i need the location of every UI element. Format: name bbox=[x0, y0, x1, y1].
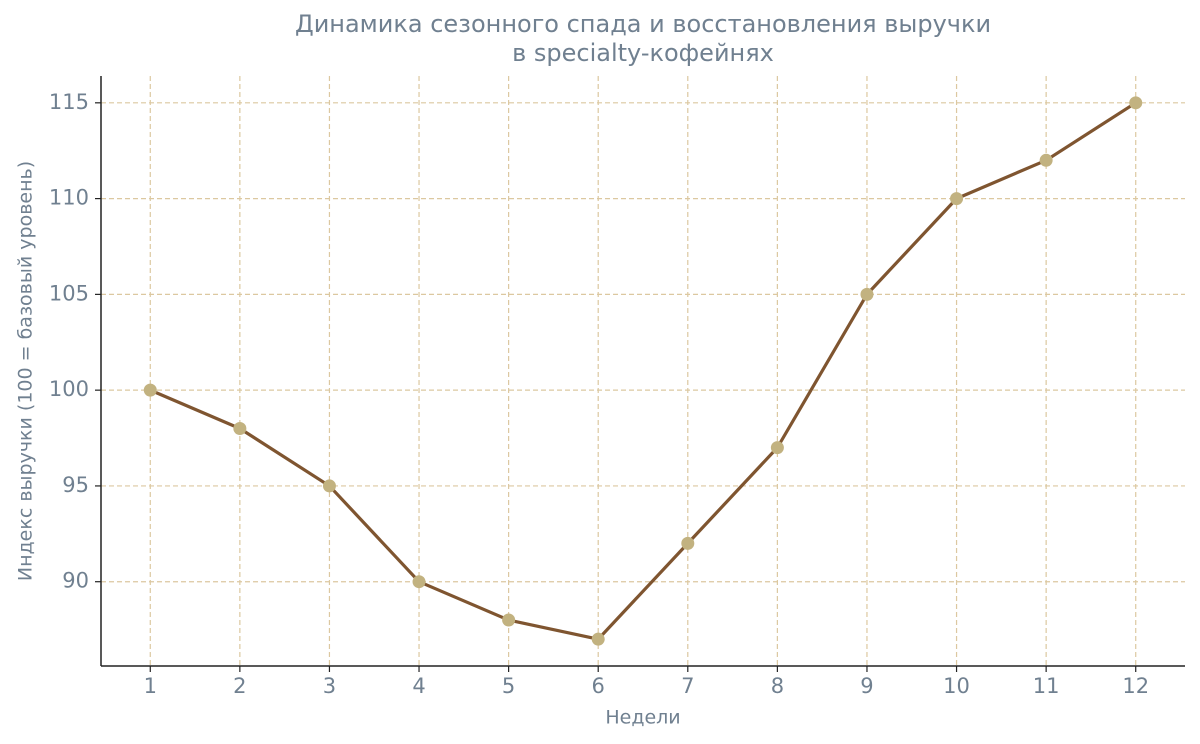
x-tick-label: 1 bbox=[144, 674, 157, 698]
marker bbox=[143, 383, 157, 397]
y-axis-label: Индекс выручки (100 = базовый уровень) bbox=[15, 161, 37, 581]
marker bbox=[1039, 153, 1053, 167]
line bbox=[149, 101, 1137, 641]
marker bbox=[681, 536, 695, 550]
marker bbox=[860, 287, 874, 301]
marker bbox=[950, 192, 964, 206]
x-tick-label: 12 bbox=[1122, 674, 1149, 698]
y-tick-label: 115 bbox=[49, 90, 89, 114]
x-tick-label: 7 bbox=[681, 674, 694, 698]
y-tick-label: 105 bbox=[49, 281, 89, 305]
marker bbox=[1129, 96, 1143, 110]
marker bbox=[233, 421, 247, 435]
x-tick-label: 11 bbox=[1033, 674, 1060, 698]
x-tick-label: 3 bbox=[323, 674, 336, 698]
chart-title: Динамика сезонного спада и восстановлени… bbox=[294, 10, 992, 67]
x-tick-label: 5 bbox=[502, 674, 515, 698]
x-tick-label: 8 bbox=[771, 674, 784, 698]
x-tick-label: 6 bbox=[592, 674, 605, 698]
marker bbox=[412, 575, 426, 589]
x-axis-label: Недели bbox=[605, 707, 680, 729]
y-tick-label: 95 bbox=[62, 473, 89, 497]
marker bbox=[770, 441, 784, 455]
marker bbox=[591, 632, 605, 646]
x-tick-label: 10 bbox=[943, 674, 970, 698]
marker bbox=[322, 479, 336, 493]
x-tick-label: 4 bbox=[412, 674, 425, 698]
y-tick-label: 100 bbox=[49, 377, 89, 401]
y-tick-label: 110 bbox=[49, 186, 89, 210]
x-tick-label: 2 bbox=[233, 674, 246, 698]
marker bbox=[502, 613, 516, 627]
x-tick-label: 9 bbox=[860, 674, 873, 698]
y-tick-label: 90 bbox=[62, 569, 89, 593]
